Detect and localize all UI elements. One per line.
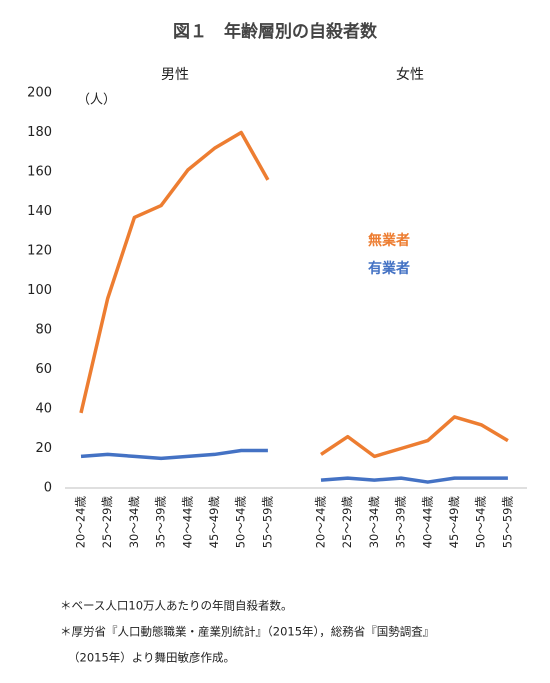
x-tick-label: 25～29歳 (100, 496, 114, 549)
x-tick-label: 20～24歳 (314, 496, 328, 549)
panel-title: 男性 (161, 67, 189, 83)
legend-label: 有業者 (368, 260, 410, 277)
x-tick-label: 20～24歳 (74, 496, 88, 549)
x-tick-label: 30～34歳 (367, 496, 381, 549)
x-tick-label: 40～44歳 (180, 496, 194, 549)
y-tick-label: 60 (35, 362, 52, 377)
x-tick-label: 55～59歳 (260, 496, 274, 549)
panel-title: 女性 (396, 66, 424, 83)
x-tick-label: 40～44歳 (420, 496, 434, 549)
series-line (320, 415, 509, 459)
y-unit: （人） (77, 93, 116, 108)
x-tick-label: 55～59歳 (500, 496, 514, 549)
note: ＊厚労省『人口動態職業・産業別統計』（2015年），総務省『国勢調査』 (60, 625, 434, 639)
chart-title: 図１ 年齢層別の自殺者数 (173, 21, 378, 42)
y-tick-label: 0 (44, 481, 52, 496)
legend-label: 無業者 (368, 232, 410, 249)
series-line (320, 476, 508, 484)
y-tick-label: 40 (35, 402, 52, 417)
y-tick-label: 100 (27, 283, 52, 298)
y-tick-label: 20 (35, 441, 52, 456)
x-tick-label: 35～39歳 (394, 496, 408, 549)
series-line (80, 448, 268, 461)
y-tick-label: 140 (27, 204, 52, 219)
y-tick-label: 120 (27, 244, 52, 259)
y-tick-label: 160 (27, 165, 52, 180)
y-tick-label: 80 (35, 323, 52, 338)
x-tick-label: 30～34歳 (127, 496, 141, 549)
x-tick-label: 35～39歳 (154, 496, 168, 549)
x-tick-label: 25～29歳 (340, 496, 354, 549)
x-tick-label: 50～54歳 (474, 496, 488, 549)
y-tick-label: 200 (27, 86, 52, 101)
x-tick-label: 50～54歳 (234, 496, 248, 549)
x-tick-label: 45～49歳 (447, 496, 461, 549)
series-line (79, 130, 270, 414)
y-tick-label: 180 (27, 125, 52, 140)
note: ＊ベース人口10万人あたりの年間自殺者数。 (60, 599, 293, 613)
note: （2015年）より舞田敏彦作成。 (68, 651, 235, 665)
x-tick-label: 45～49歳 (207, 496, 221, 549)
